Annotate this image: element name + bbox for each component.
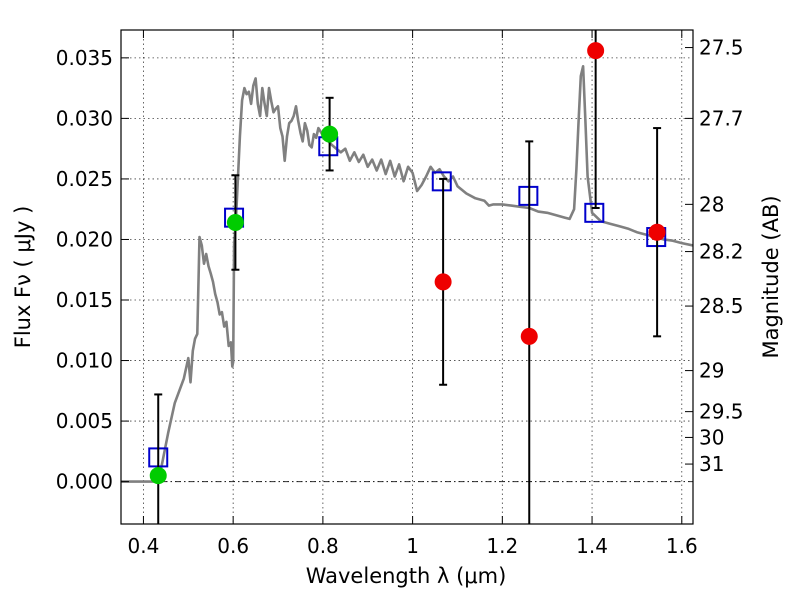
y2-tick-labels: 27.5 27.7 28 28.2 28.5 29 29.530 31 [699, 36, 744, 477]
x-tick-label: 0.4 [128, 534, 160, 558]
y-tick-label: 0.010 [56, 349, 113, 373]
x-tick-label: 0.6 [217, 534, 249, 558]
y2-axis-label: Magnitude (AB) [759, 195, 783, 358]
y2-tick-label: 28 [699, 192, 724, 216]
y-axis-label: Flux Fν ( μJy ) [11, 206, 35, 349]
y-tick-label: 0.035 [56, 46, 113, 70]
y-tick-label: 0.000 [56, 470, 113, 494]
x-axis-label: Wavelength λ (μm) [306, 564, 507, 588]
y2-tick-label: 28.5 [699, 294, 744, 318]
y2-tick-label: 27.5 [699, 36, 744, 60]
plot-content [121, 30, 693, 524]
y2-tick-label: 31 [699, 452, 724, 476]
x-tick-label: 1.2 [486, 534, 518, 558]
square-marker [584, 202, 605, 223]
y2-tick-label: 29.5 [699, 400, 744, 424]
square-marker [431, 171, 452, 192]
point-marker [434, 273, 452, 291]
x-tick-label: 1.6 [666, 534, 698, 558]
point-marker [321, 125, 339, 143]
axes-frame [120, 29, 694, 525]
y2-tick-label: 27.7 [699, 106, 744, 130]
point-marker [648, 223, 666, 241]
y-tick-label: 0.015 [56, 288, 113, 312]
point-marker [587, 42, 605, 60]
tick-marks [121, 30, 693, 524]
y-tick-label: 0.030 [56, 106, 113, 130]
point-marker [226, 214, 244, 232]
y2-tick-label: 30 [699, 425, 724, 449]
x-tick-labels: 0.4 0.6 0.8 1 1.2 1.4 1.6 [128, 534, 698, 558]
plot-area [121, 30, 693, 524]
point-marker [149, 467, 167, 485]
y-tick-labels: 0.000 0.005 0.010 0.015 0.020 0.025 0.030 0.035 [56, 46, 113, 494]
y-tick-label: 0.005 [56, 409, 113, 433]
y2-tick-label: 28.2 [699, 240, 744, 264]
y-tick-label: 0.025 [56, 167, 113, 191]
y-tick-label: 0.020 [56, 227, 113, 251]
x-tick-label: 1 [406, 534, 419, 558]
y2-tick-label: 29 [699, 359, 724, 383]
point-marker [520, 327, 538, 345]
spectrum-line [121, 65, 693, 483]
x-tick-label: 1.4 [576, 534, 608, 558]
x-tick-label: 0.8 [307, 534, 339, 558]
